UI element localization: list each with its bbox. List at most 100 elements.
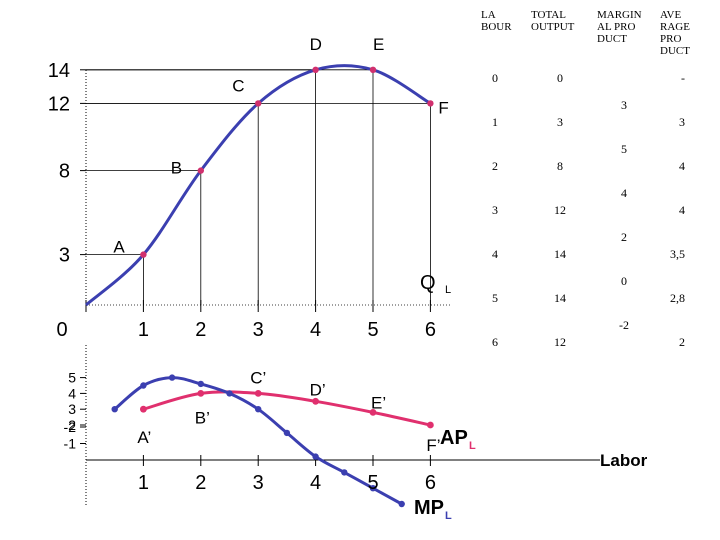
table-cell-marginal: -2: [619, 318, 629, 332]
marginal-product-point: [398, 500, 405, 508]
x-tick-label: 2: [195, 319, 206, 341]
table-cell-labor: 2: [492, 159, 498, 173]
table-rows: 0 0 - 1 3 3 2 8 4 3 12 4 4 14 3,5 5 14 2,8 6 12 2: [492, 71, 685, 349]
point-label: A’: [137, 428, 151, 447]
y-tick-label: 5: [68, 370, 76, 386]
top-x-tick-labels: 0 1 2 3 4 5 6: [56, 319, 436, 341]
table-cell-labor: 5: [492, 291, 498, 305]
x-tick-label: 3: [253, 472, 264, 494]
average-product-curve: [142, 390, 431, 427]
table-cell-average: 4: [679, 159, 685, 173]
table-cell-average: 2: [679, 335, 685, 349]
point-label: C: [232, 76, 244, 95]
point-label: C’: [250, 368, 266, 387]
y-tick-label: 14: [48, 60, 70, 82]
table-cell-output: 12: [554, 203, 566, 217]
x-tick-label: 4: [310, 472, 321, 494]
ql-label: Q: [420, 272, 436, 294]
table-header: TOTAL: [531, 9, 566, 21]
mpl-label-sub: L: [445, 510, 452, 522]
table-cell-output: 12: [554, 335, 566, 349]
y-tick-label: 3: [68, 401, 76, 417]
marginal-product-point: [369, 485, 377, 492]
x-tick-label: 3: [253, 319, 264, 341]
table-cell-average: 3: [679, 115, 685, 129]
table-cell-labor: 0: [492, 71, 498, 85]
average-product-point: [140, 405, 147, 413]
total-product-point: [140, 251, 147, 258]
marginal-product-points: [111, 374, 405, 508]
table-cell-output: 14: [554, 247, 566, 261]
y-tick-label: 8: [59, 161, 70, 183]
table-cell-marginal: 2: [621, 230, 627, 244]
point-label: D’: [310, 380, 326, 399]
point-label: F: [438, 98, 448, 117]
table-cell-output: 14: [554, 291, 566, 305]
table-header: BOUR: [481, 21, 512, 33]
bottom-y-tick-marks: [80, 377, 86, 444]
marginal-product-point: [197, 380, 204, 388]
x-tick-label: 1: [138, 319, 149, 341]
table-cell-labor: 6: [492, 335, 498, 349]
table-cell-average: -: [681, 71, 685, 85]
x-tick-label: 6: [425, 319, 436, 341]
table-header: AL PRO: [597, 21, 635, 33]
marginal-product-point: [341, 469, 348, 476]
point-label: D: [310, 35, 322, 54]
average-product-point: [312, 397, 319, 405]
x-tick-label: 6: [425, 472, 436, 494]
y-tick-label: 3: [59, 245, 70, 267]
point-label: B: [171, 159, 182, 178]
table-header: OUTPUT: [531, 21, 575, 33]
table-header: DUCT: [597, 33, 627, 45]
point-label: A: [113, 238, 125, 257]
table-header: LA: [481, 9, 496, 21]
average-product-point: [197, 390, 205, 397]
top-guide-lines: [86, 69, 450, 306]
x-tick-label: 0: [56, 319, 67, 341]
x-tick-label: 2: [195, 472, 206, 494]
point-label: B’: [195, 408, 210, 427]
table-cell-average: 4: [679, 203, 685, 217]
x-tick-label: 5: [367, 319, 378, 341]
y-tick-label: -2: [64, 419, 77, 435]
table-header: RAGE: [660, 21, 690, 33]
table-header: AVE: [660, 9, 681, 21]
table-cell-marginal: 5: [621, 142, 627, 156]
table-cell-labor: 3: [492, 203, 498, 217]
table-marginal-products: 3 5 4 2 0 -2: [619, 98, 629, 332]
marginal-product-point: [226, 390, 233, 397]
bottom-x-tick-marks: [142, 455, 431, 466]
point-label: E: [373, 35, 384, 54]
average-product-point: [427, 421, 434, 429]
top-x-tick-marks: [85, 300, 431, 312]
table-cell-average: 3,5: [670, 247, 685, 261]
mpl-label: MP: [414, 497, 444, 519]
average-product-point: [369, 408, 377, 416]
table-cell-marginal: 4: [621, 186, 627, 200]
top-y-tick-labels: 3 8 12 14: [48, 60, 70, 267]
y-tick-label: 2: [68, 417, 76, 433]
marginal-product-point: [140, 382, 147, 389]
bottom-x-tick-labels: 1 2 3 4 5 6: [138, 472, 436, 494]
table-header: PRO: [660, 33, 681, 45]
point-label: F’: [426, 436, 440, 455]
total-product-points: [140, 66, 434, 258]
average-product-points: [140, 390, 434, 429]
total-product-point: [312, 66, 319, 74]
table-cell-labor: 4: [492, 247, 498, 261]
x-axis-label: Labor: [600, 451, 648, 470]
table-cell-labor: 1: [492, 115, 498, 129]
marginal-product-point: [111, 406, 118, 413]
total-product-point: [427, 100, 434, 107]
marginal-product-point: [283, 429, 291, 437]
table-header: DUCT: [660, 45, 690, 57]
table-cell-marginal: 3: [621, 98, 627, 112]
apl-label: AP: [440, 427, 468, 449]
table-cell-output: 3: [557, 115, 563, 129]
